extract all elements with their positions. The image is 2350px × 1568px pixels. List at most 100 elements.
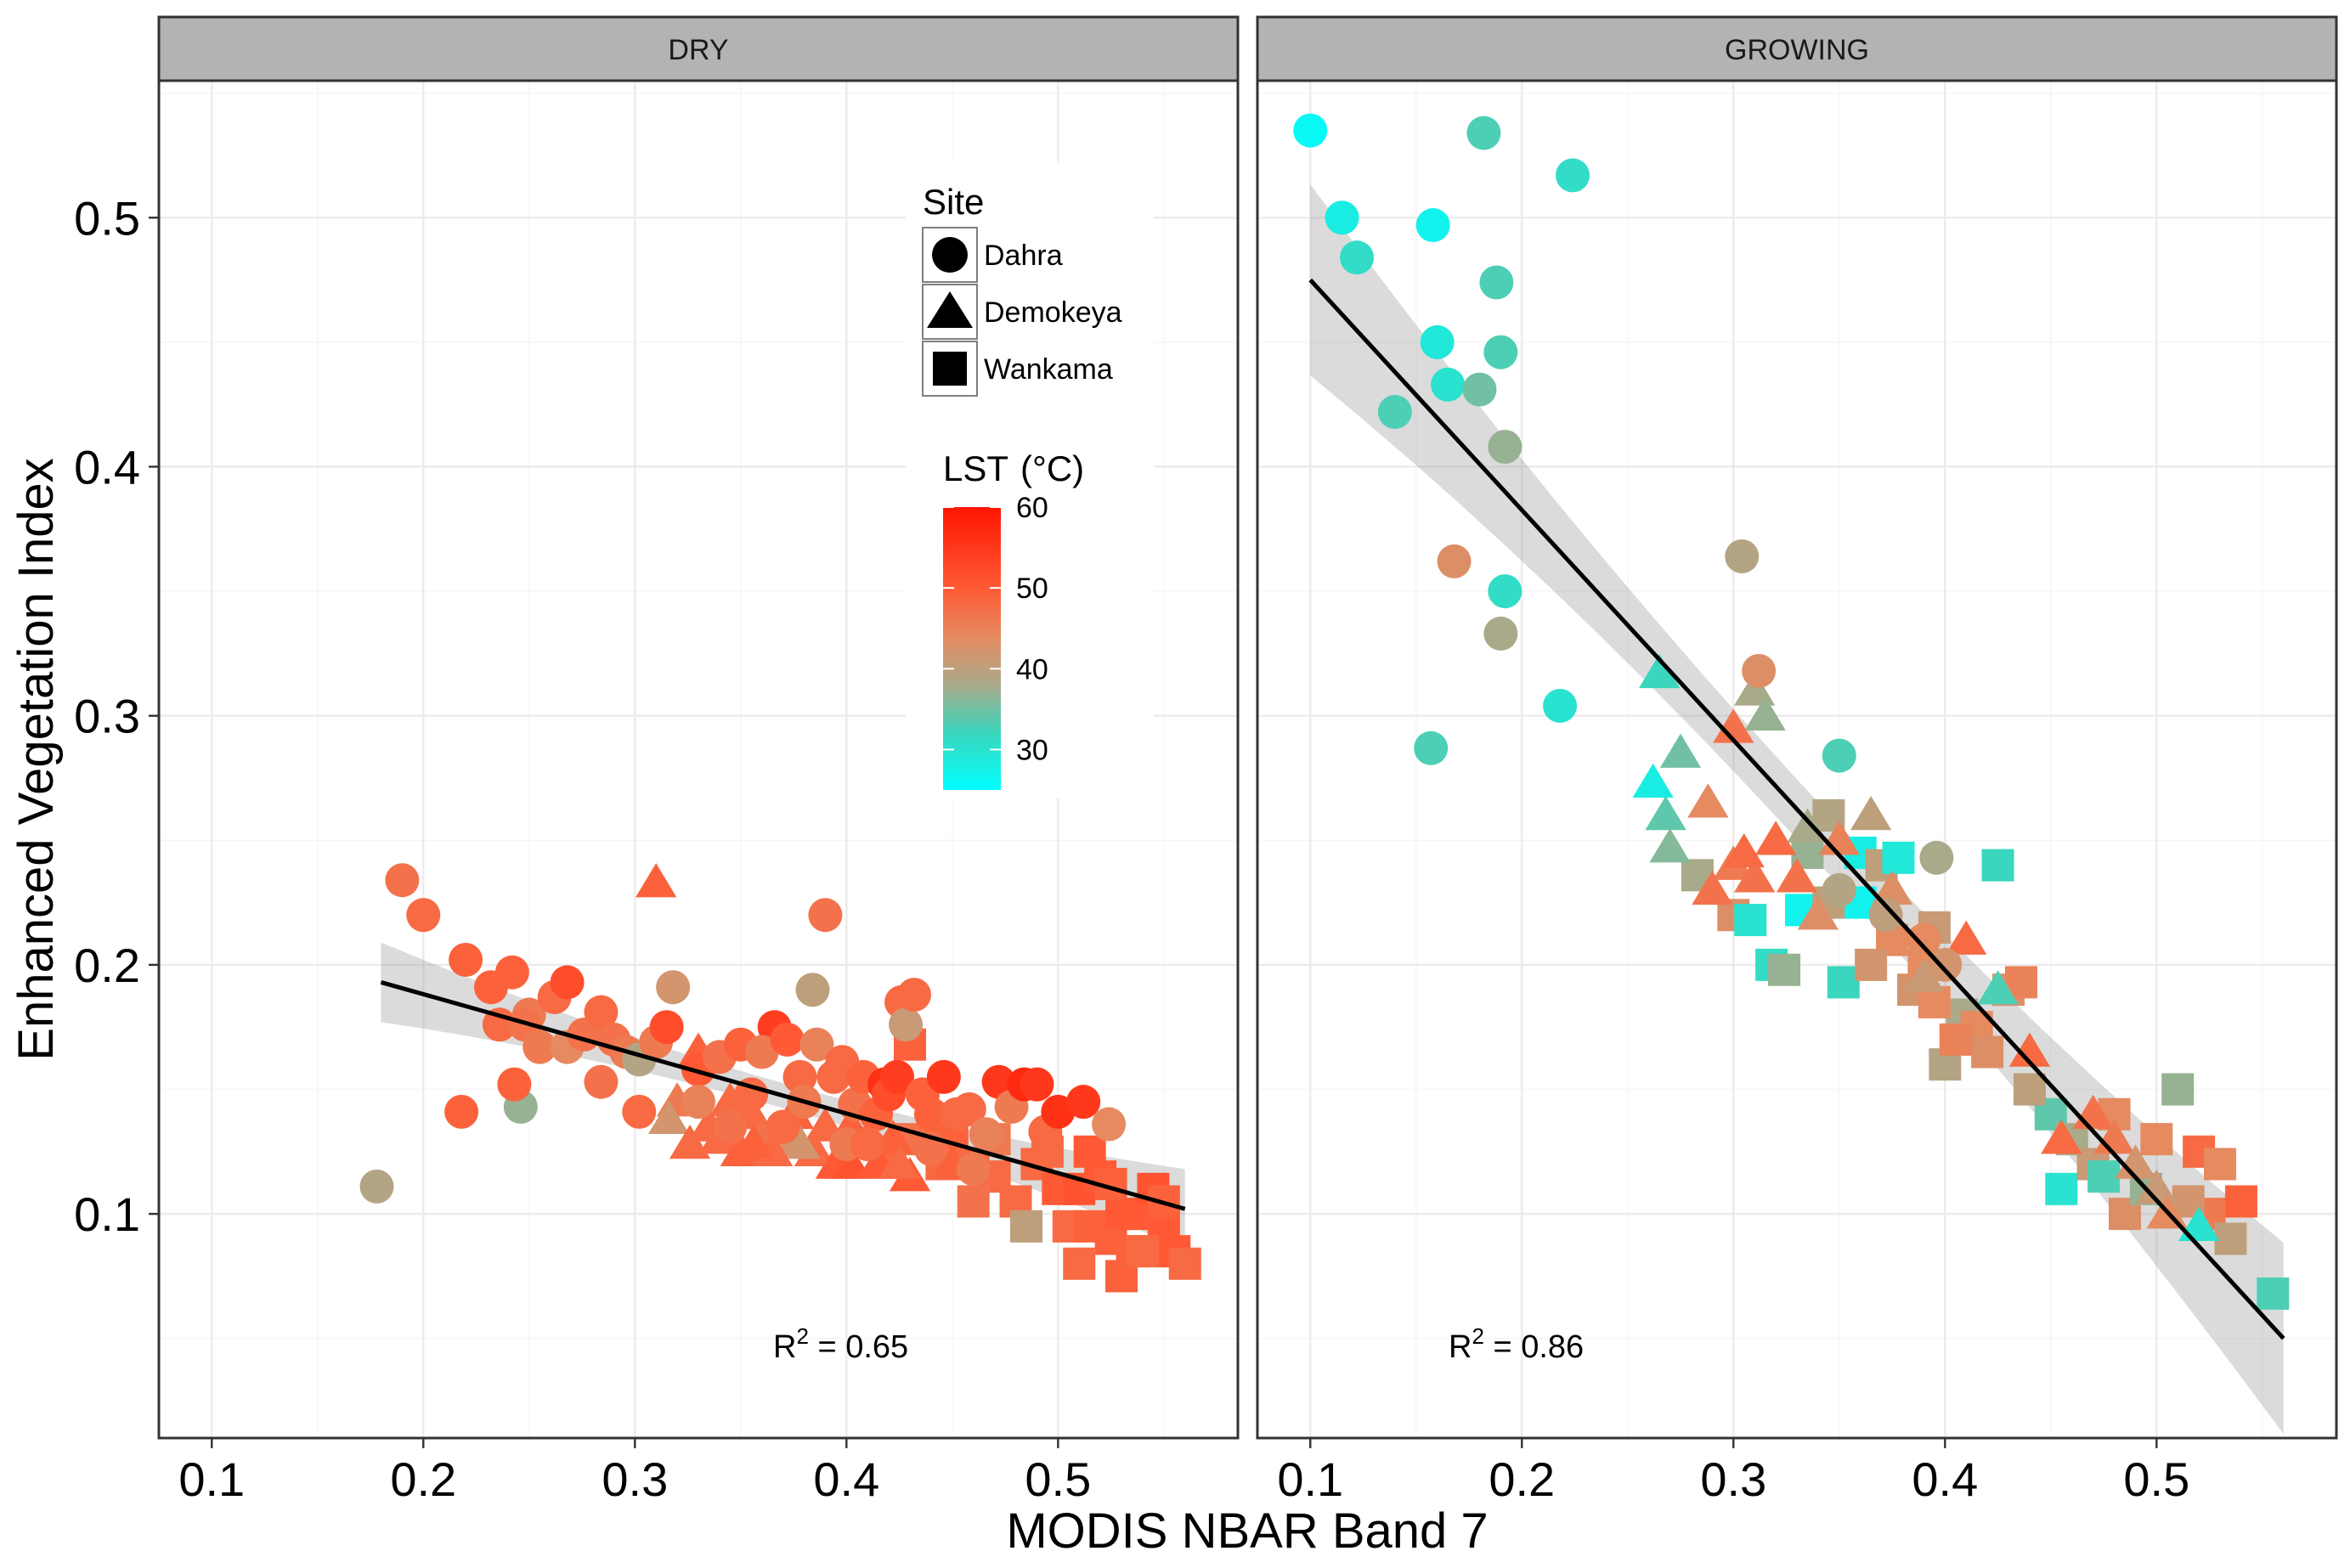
y-tick-label: 0.2: [74, 939, 140, 992]
point-wankama: [2045, 1172, 2078, 1205]
point-demokeya: [1723, 832, 1765, 868]
point-dahra: [1092, 1107, 1127, 1142]
point-demokeya: [1776, 858, 1818, 893]
x-tick-label: 0.1: [1277, 1452, 1343, 1506]
legend-colorbar-ticks: 30 40 50 60: [943, 492, 1048, 766]
point-wankama: [1126, 1235, 1159, 1268]
point-dahra: [1822, 872, 1856, 907]
legend: Site Dahra Demokeya Wankama LST (°C) 30 40 50…: [906, 163, 1154, 798]
point-dahra: [1742, 653, 1777, 688]
point-dahra: [926, 1059, 961, 1094]
panel-growing-r2-prefix: R: [1449, 1329, 1472, 1365]
point-demokeya: [732, 1125, 774, 1159]
point-demokeya: [830, 1144, 872, 1179]
panel-growing-r2-value: = 0.86: [1484, 1329, 1584, 1365]
y-tick-label: 0.4: [74, 440, 140, 494]
point-dahra: [744, 1035, 779, 1069]
panel-dry-grid: [159, 81, 1238, 1438]
point-dahra: [889, 1007, 924, 1042]
point-dahra: [1462, 372, 1497, 407]
point-wankama: [957, 1185, 990, 1218]
point-wankama: [1971, 1035, 2004, 1069]
point-dahra: [1414, 730, 1449, 765]
point-dahra: [770, 1022, 805, 1057]
point-dahra: [1377, 394, 1412, 429]
point-wankama: [1827, 966, 1860, 999]
point-dahra: [1868, 898, 1903, 933]
panel-growing-fit: [1308, 278, 2285, 1340]
point-dahra: [956, 1152, 991, 1187]
regression-line: [1308, 278, 2285, 1340]
point-dahra: [897, 978, 931, 1012]
point-dahra: [1488, 430, 1522, 465]
legend-square-icon: [933, 352, 967, 386]
point-wankama: [1063, 1247, 1096, 1280]
panel-dry-strip: [157, 15, 1240, 82]
point-demokeya: [779, 1125, 821, 1159]
y-axis-title: Enhanced Vegetation Index: [8, 458, 64, 1060]
point-dahra: [1907, 922, 1941, 957]
point-dahra: [494, 955, 529, 990]
point-wankama: [2257, 1277, 2290, 1310]
point-dahra: [1293, 113, 1328, 148]
point-dahra: [969, 1117, 1003, 1152]
point-demokeya: [1903, 957, 1945, 992]
legend-lst-title-text: LST: [943, 448, 1008, 488]
point-demokeya: [2115, 1144, 2156, 1179]
point-demokeya: [1645, 795, 1686, 831]
point-dahra: [1919, 840, 1954, 875]
panel-growing-r2-exponent: 2: [1472, 1323, 1483, 1349]
point-dahra: [1431, 367, 1466, 402]
point-dahra: [622, 1094, 657, 1129]
point-dahra: [1466, 116, 1501, 150]
point-wankama: [2161, 1073, 2195, 1106]
point-dahra: [1415, 208, 1450, 243]
x-tick-label: 0.2: [390, 1452, 456, 1506]
panel-growing-title: GROWING: [1725, 34, 1869, 66]
point-wankama: [1768, 953, 1801, 986]
colorbar-tick-label: 60: [1016, 492, 1048, 524]
point-dahra: [523, 1029, 557, 1064]
point-demokeya: [1744, 696, 1786, 730]
point-demokeya: [1734, 858, 1776, 893]
point-dahra: [1483, 616, 1518, 651]
point-demokeya: [878, 1144, 920, 1179]
panel-dry-r2-value: = 0.65: [809, 1329, 908, 1365]
point-dahra: [850, 1127, 885, 1162]
point-demokeya: [1946, 920, 1987, 955]
point-dahra: [1822, 738, 1856, 773]
legend-label-dahra: Dahra: [984, 240, 1063, 272]
y-tick-label: 0.5: [74, 191, 140, 245]
point-demokeya: [1649, 828, 1691, 863]
point-dahra: [799, 1027, 834, 1062]
point-wankama: [2140, 1123, 2173, 1156]
point-dahra: [406, 898, 441, 933]
legend-label-wankama: Wankama: [984, 353, 1113, 386]
point-dahra: [1340, 240, 1375, 275]
regression-line: [380, 980, 1186, 1211]
point-dahra: [1437, 544, 1472, 578]
point-demokeya: [1850, 795, 1892, 831]
point-wankama: [1734, 904, 1767, 937]
point-dahra: [1543, 688, 1578, 723]
point-demokeya: [1797, 895, 1839, 930]
point-demokeya: [1692, 870, 1733, 905]
point-wankama: [1168, 1247, 1201, 1280]
x-tick-label: 0.3: [1700, 1452, 1766, 1506]
x-tick-label: 0.4: [1912, 1452, 1978, 1506]
y-tick-label: 0.1: [74, 1187, 140, 1241]
point-dahra: [449, 943, 483, 978]
point-dahra: [880, 1059, 915, 1094]
panel-dry-r2-prefix: R: [773, 1329, 796, 1365]
point-demokeya: [709, 1082, 751, 1117]
point-wankama: [2224, 1185, 2257, 1218]
point-wankama: [1073, 1135, 1106, 1168]
x-axis-growing: 0.1 0.2 0.3 0.4 0.5: [1277, 1438, 2189, 1506]
x-tick-label: 0.2: [1489, 1452, 1555, 1506]
point-dahra: [1556, 158, 1590, 193]
point-dahra: [584, 1064, 619, 1099]
panel-growing-strip: [1256, 15, 2338, 82]
point-wankama: [2087, 1160, 2121, 1193]
point-dahra: [1420, 324, 1455, 359]
point-dahra: [795, 973, 830, 1007]
